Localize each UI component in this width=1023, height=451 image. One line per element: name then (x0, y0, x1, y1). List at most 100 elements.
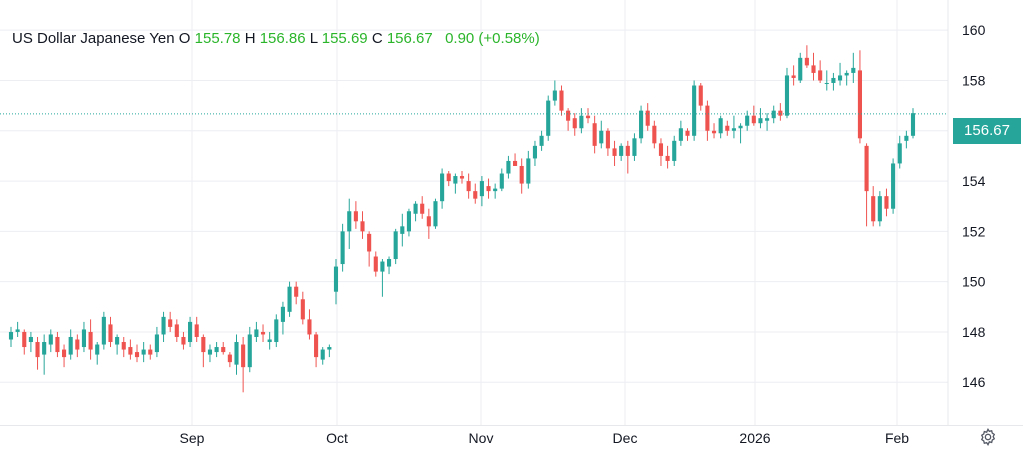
candle-up (546, 95, 551, 141)
candle-body (493, 188, 498, 192)
candle-body (48, 334, 53, 345)
candle-up (499, 168, 504, 192)
candle-down (466, 173, 471, 199)
candle-down (426, 208, 431, 239)
candle-body (837, 75, 843, 81)
candle-up (400, 213, 405, 247)
candle-down (612, 140, 617, 166)
high-label: H (244, 30, 256, 47)
time-axis[interactable]: Sep Oct Nov Dec 2026 Feb (180, 430, 910, 446)
candle-body (134, 352, 140, 358)
candle-body (101, 316, 106, 345)
candle-up (81, 321, 87, 353)
candle-up (539, 130, 544, 151)
candle-body (287, 286, 292, 312)
candle-down (294, 281, 299, 305)
candle-body (645, 110, 650, 126)
candle-body (453, 176, 458, 184)
candle-down (260, 324, 266, 343)
candle-body (181, 336, 186, 345)
candle-body (168, 319, 173, 327)
candle-body (68, 336, 73, 355)
candle-body (393, 231, 398, 260)
candle-down (221, 342, 226, 355)
candle-up (440, 168, 445, 209)
candle-down (241, 336, 246, 393)
candle-up (824, 70, 829, 91)
candle-down (811, 52, 816, 81)
candle-body (711, 130, 717, 134)
candle-body (174, 324, 179, 337)
x-tick-label: Dec (613, 430, 638, 446)
candle-up (380, 259, 385, 297)
candle-body (572, 118, 577, 129)
x-tick-label: Oct (326, 430, 348, 446)
candle-body (652, 125, 657, 144)
candle-up (48, 329, 53, 353)
candle-down (625, 140, 630, 174)
candle-body (539, 135, 544, 146)
candle-up (718, 115, 723, 139)
candle-up (552, 80, 557, 106)
candle-body (824, 82, 829, 84)
candle-body (327, 347, 332, 350)
candle-body (705, 105, 710, 131)
price-axis[interactable]: 146148150152154156158160 (962, 22, 986, 390)
candle-down (519, 158, 524, 194)
candle-up (247, 326, 252, 373)
candle-body (148, 349, 153, 355)
candle-body (8, 331, 14, 340)
candle-down (751, 105, 756, 126)
candle-body (320, 349, 325, 360)
candle-body (274, 319, 279, 343)
candle-body (227, 354, 232, 363)
candle-down (884, 188, 889, 217)
candle-down (857, 50, 862, 144)
candle-body (579, 115, 584, 129)
candle-body (466, 181, 471, 192)
candle-up (844, 70, 849, 86)
candle-down (446, 171, 451, 187)
candle-body (599, 130, 604, 144)
candle-up (765, 113, 770, 131)
candle-up (453, 173, 458, 194)
candle-body (55, 336, 60, 353)
candle-up (579, 108, 584, 134)
candle-body (798, 57, 803, 81)
candle-up (347, 198, 352, 249)
candle-body (625, 145, 630, 156)
candle-down (652, 120, 657, 149)
candle-down (585, 108, 591, 124)
candle-body (678, 128, 683, 141)
candle-body (910, 113, 916, 136)
candle-body (247, 334, 252, 368)
candle-body (446, 173, 451, 182)
candle-body (639, 110, 644, 139)
candle-down (605, 128, 610, 156)
candle-down (367, 231, 372, 267)
candle-body (904, 135, 909, 141)
candle-body (413, 203, 418, 214)
candle-body (857, 70, 862, 139)
candle-up (433, 198, 438, 229)
candle-down (227, 352, 232, 368)
candle-up (891, 158, 896, 214)
close-label: C (371, 30, 383, 47)
gear-icon[interactable] (978, 427, 998, 447)
candle-body (260, 331, 266, 335)
candle-body (459, 176, 465, 179)
candle-body (665, 155, 670, 161)
low-value: 155.69 (321, 30, 368, 47)
candle-body (121, 342, 126, 350)
candle-down (486, 178, 491, 199)
candle-body (300, 299, 305, 320)
candle-up (632, 133, 637, 161)
candle-body (685, 130, 690, 136)
grid-lines (0, 0, 948, 425)
candle-body (851, 67, 856, 73)
candle-body (347, 211, 352, 232)
candle-up (234, 334, 239, 375)
candle-body (88, 331, 93, 350)
candles (8, 45, 916, 393)
